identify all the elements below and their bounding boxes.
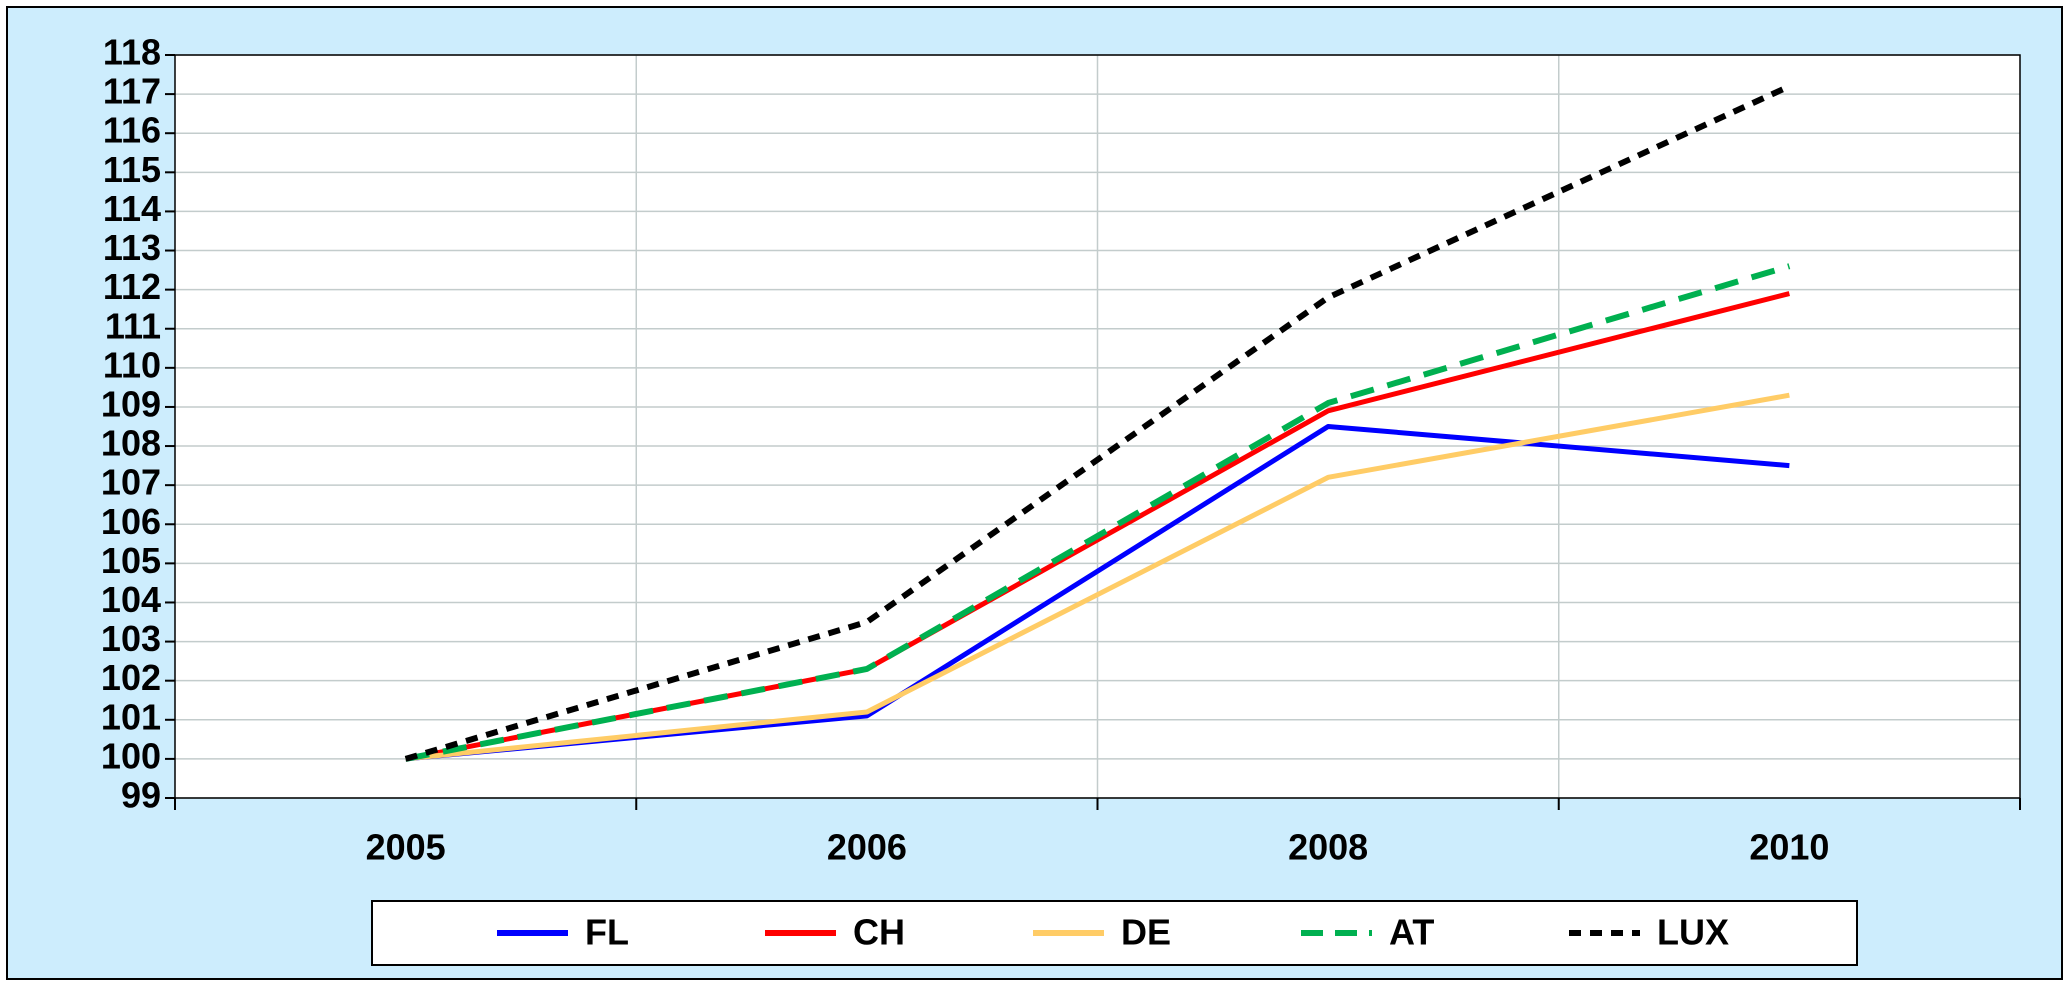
legend-label: FL [585,912,629,953]
legend-label: CH [853,912,905,953]
legend-box [371,900,1858,966]
plot-border [174,54,2021,799]
y-tick-label: 114 [103,188,161,229]
y-tick-label: 110 [103,344,161,385]
legend-label: LUX [1657,912,1729,953]
series-line [404,83,1791,762]
series-line [405,263,1791,762]
y-tick-label: 105 [101,540,161,581]
y-tick-label: 118 [103,32,161,73]
x-tick-label: 2008 [1288,827,1368,868]
y-tick-label: 103 [101,618,161,659]
y-tick-label: 99 [121,775,161,816]
y-tick-label: 115 [103,149,161,190]
x-tick-label: 2010 [1749,827,1829,868]
y-tick-label: 100 [101,735,161,776]
y-tick-label: 101 [101,696,161,737]
y-tick-label: 107 [101,462,161,503]
y-tick-label: 113 [103,227,161,268]
y-tick-label: 109 [101,383,161,424]
legend-label: DE [1121,912,1171,953]
y-tick-label: 106 [101,501,161,542]
y-tick-label: 108 [101,423,161,464]
y-tick-label: 112 [103,266,161,307]
series-line [405,392,1790,762]
y-tick-label: 102 [101,657,161,698]
x-tick-label: 2005 [366,827,446,868]
x-tick-label: 2006 [827,827,907,868]
y-tick-label: 117 [103,71,161,112]
y-tick-label: 104 [101,579,161,620]
y-tick-label: 111 [105,305,161,346]
y-tick-label: 116 [103,110,161,151]
legend-label: AT [1389,912,1434,953]
